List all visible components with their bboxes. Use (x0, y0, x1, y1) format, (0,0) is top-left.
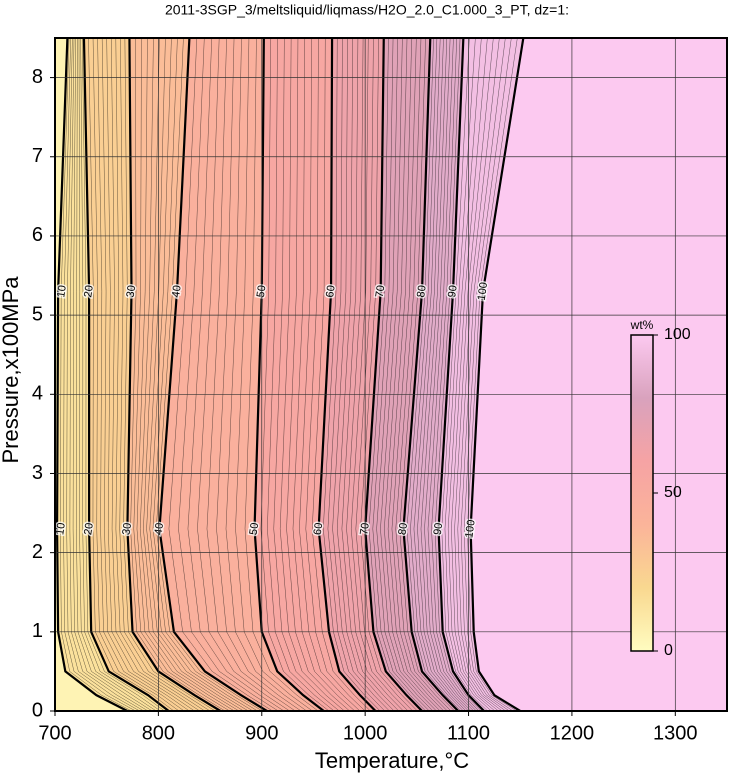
contour-label: 70 (374, 284, 388, 298)
x-tick-label: 1200 (550, 722, 595, 744)
y-tick-label: 0 (32, 699, 43, 721)
x-tick-label: 1300 (653, 722, 698, 744)
y-tick-label: 5 (32, 303, 43, 325)
y-axis-label: Pressure,x100MPa (0, 276, 23, 464)
y-tick-label: 3 (32, 462, 43, 484)
y-tick-label: 6 (32, 224, 43, 246)
plot-frame (54, 37, 728, 712)
y-tick-label: 1 (32, 620, 43, 642)
contour-label: 100 (463, 519, 477, 539)
colorbar (630, 334, 654, 652)
contour-label: 90 (432, 522, 446, 536)
contour-label: 40 (170, 284, 184, 298)
colorbar-label: wt% (630, 318, 654, 332)
x-tick-label: 900 (245, 722, 278, 744)
contour-label: 90 (446, 284, 460, 298)
colorbar-tick-label: 100 (664, 326, 691, 343)
contour-label: 10 (55, 284, 69, 298)
contour-label: 10 (54, 522, 68, 536)
contour-label: 20 (82, 522, 96, 536)
x-axis-label: Temperature,°C (315, 748, 469, 773)
y-tick-label: 2 (32, 541, 43, 563)
x-tick-label: 800 (142, 722, 175, 744)
contour-label: 80 (415, 284, 429, 298)
contour-label: 30 (120, 522, 134, 536)
contour-label: 80 (397, 522, 411, 536)
x-tick-label: 1100 (447, 722, 490, 744)
plot-area: 1010202030304040505060607070808090901001… (54, 38, 727, 711)
contour-label: 60 (324, 284, 338, 298)
y-tick-label: 7 (32, 145, 43, 167)
contour-label: 100 (476, 281, 490, 301)
contour-label: 40 (153, 522, 167, 536)
colorbar-tick-label: 50 (664, 484, 682, 501)
contour-label: 30 (125, 284, 139, 298)
x-tick-label: 1000 (343, 722, 388, 744)
contour-band (470, 38, 727, 711)
overlay: 700 800 900 1000 1100 1200 1300 0 1 2 3 4 5 6 7 8 wt% 0 50… (32, 37, 728, 744)
chart-title: 2011-3SGP_3/meltsliquid/liqmass/H2O_2.0_… (165, 2, 569, 18)
contour-label: 50 (248, 522, 262, 536)
y-tick-label: 8 (32, 66, 43, 88)
y-tick-label: 4 (32, 383, 43, 405)
contour-label: 60 (312, 522, 326, 536)
contour-label: 20 (82, 284, 96, 298)
colorbar-tick-label: 0 (664, 642, 673, 659)
x-tick-label: 700 (38, 722, 71, 744)
